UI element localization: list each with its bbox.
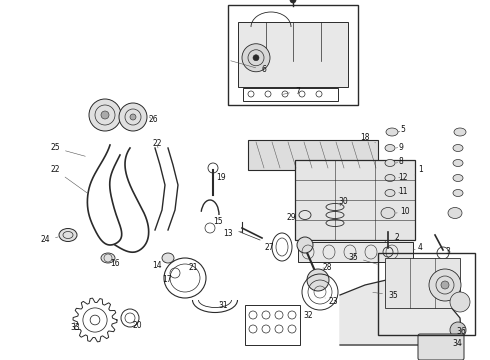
Circle shape bbox=[307, 269, 329, 291]
Ellipse shape bbox=[453, 144, 463, 152]
Bar bbox=[228, 5, 358, 105]
Text: 25: 25 bbox=[50, 144, 85, 156]
Ellipse shape bbox=[101, 253, 115, 263]
Text: 15: 15 bbox=[213, 217, 222, 226]
Ellipse shape bbox=[385, 175, 395, 181]
Ellipse shape bbox=[453, 189, 463, 197]
Text: 26: 26 bbox=[148, 116, 158, 125]
Text: 32: 32 bbox=[300, 311, 313, 320]
Text: 9: 9 bbox=[396, 143, 403, 152]
Ellipse shape bbox=[162, 253, 174, 263]
Circle shape bbox=[89, 99, 121, 131]
Text: 14: 14 bbox=[152, 261, 165, 270]
Circle shape bbox=[130, 114, 136, 120]
Circle shape bbox=[290, 0, 296, 3]
Bar bbox=[243, 88, 338, 101]
Bar bbox=[298, 242, 413, 262]
Text: 35: 35 bbox=[373, 291, 398, 300]
Circle shape bbox=[101, 111, 109, 119]
Text: 24: 24 bbox=[40, 235, 58, 244]
Text: 10: 10 bbox=[396, 207, 410, 216]
Text: 12: 12 bbox=[398, 172, 408, 181]
Polygon shape bbox=[340, 278, 462, 345]
Text: 34: 34 bbox=[452, 339, 462, 348]
Text: 19: 19 bbox=[216, 174, 225, 183]
Bar bbox=[245, 305, 300, 345]
Bar bbox=[385, 258, 460, 308]
Circle shape bbox=[253, 55, 259, 61]
Bar bbox=[238, 22, 348, 87]
Ellipse shape bbox=[448, 207, 462, 219]
Circle shape bbox=[450, 322, 466, 338]
Circle shape bbox=[242, 44, 270, 72]
Text: 23: 23 bbox=[325, 297, 338, 306]
Text: 36: 36 bbox=[456, 327, 466, 336]
Ellipse shape bbox=[386, 128, 398, 136]
Ellipse shape bbox=[453, 159, 463, 166]
Text: 27: 27 bbox=[265, 243, 274, 252]
Ellipse shape bbox=[385, 189, 395, 197]
Ellipse shape bbox=[385, 159, 395, 166]
Text: 11: 11 bbox=[398, 188, 408, 197]
Text: 4: 4 bbox=[413, 243, 423, 252]
Text: 17: 17 bbox=[162, 275, 172, 284]
Text: 21: 21 bbox=[188, 262, 197, 271]
FancyBboxPatch shape bbox=[418, 334, 464, 360]
Circle shape bbox=[119, 103, 147, 131]
Text: 13: 13 bbox=[223, 229, 242, 238]
Ellipse shape bbox=[385, 144, 395, 152]
Text: 16: 16 bbox=[110, 258, 120, 267]
Bar bbox=[295, 160, 415, 240]
Text: 35: 35 bbox=[348, 252, 377, 264]
Circle shape bbox=[297, 237, 313, 253]
Text: 28: 28 bbox=[322, 264, 332, 273]
Bar bbox=[378, 253, 475, 335]
Text: 7: 7 bbox=[283, 86, 300, 95]
Text: 22: 22 bbox=[50, 166, 88, 193]
Circle shape bbox=[441, 281, 449, 289]
Circle shape bbox=[450, 292, 470, 312]
Ellipse shape bbox=[59, 229, 77, 242]
Text: 22: 22 bbox=[152, 139, 162, 148]
Text: 1: 1 bbox=[415, 166, 423, 175]
Ellipse shape bbox=[454, 128, 466, 136]
Text: 20: 20 bbox=[132, 320, 142, 329]
Text: 18: 18 bbox=[360, 134, 375, 143]
Text: 3: 3 bbox=[445, 248, 450, 256]
Text: 5: 5 bbox=[398, 126, 405, 135]
Text: 2: 2 bbox=[394, 234, 399, 243]
Ellipse shape bbox=[381, 207, 395, 219]
Text: 33: 33 bbox=[70, 322, 80, 332]
Text: 6: 6 bbox=[231, 61, 266, 75]
Text: 29: 29 bbox=[286, 213, 299, 222]
Text: 8: 8 bbox=[396, 158, 403, 166]
Bar bbox=[248, 140, 378, 170]
Text: 30: 30 bbox=[338, 198, 348, 207]
Ellipse shape bbox=[453, 175, 463, 181]
Circle shape bbox=[429, 269, 461, 301]
Text: 31: 31 bbox=[218, 301, 228, 310]
